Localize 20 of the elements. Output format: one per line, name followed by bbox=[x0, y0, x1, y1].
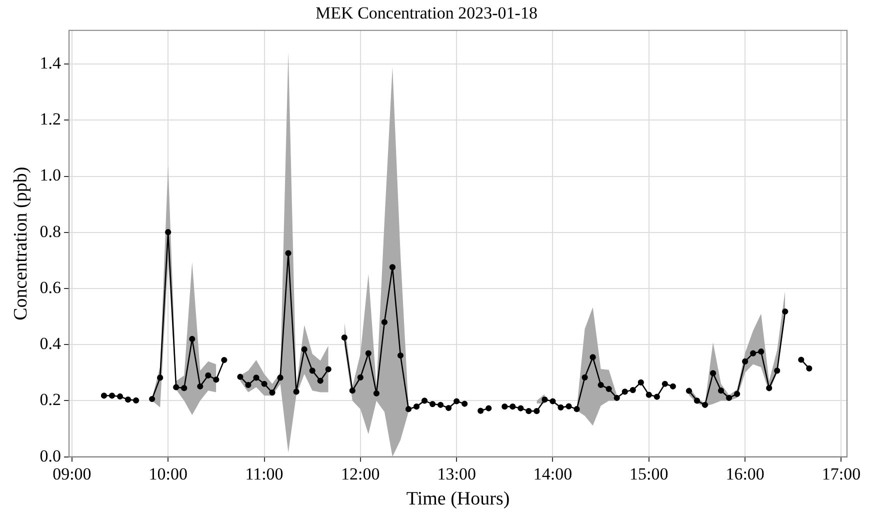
x-tick-label: 16:00 bbox=[726, 464, 764, 484]
y-tick-label: 0.4 bbox=[40, 334, 62, 354]
x-tick-label: 09:00 bbox=[52, 464, 92, 484]
x-tick-label: 14:00 bbox=[533, 464, 572, 484]
x-axis-title: Time (Hours) bbox=[406, 488, 510, 510]
x-tick-label: 15:00 bbox=[630, 464, 668, 484]
y-tick-label: 0.2 bbox=[40, 390, 62, 410]
y-tick-label: 1.0 bbox=[40, 166, 62, 185]
x-tick-label: 11:00 bbox=[245, 464, 284, 484]
y-tick-label: 0.8 bbox=[40, 222, 62, 241]
y-axis-title: Concentration (ppb) bbox=[10, 166, 32, 320]
y-tick-label: 1.4 bbox=[40, 54, 62, 73]
x-tick-label: 12:00 bbox=[341, 464, 380, 484]
x-tick-label: 10:00 bbox=[148, 464, 188, 484]
x-tick-label: 17:00 bbox=[822, 464, 861, 484]
y-tick-label: 0.0 bbox=[40, 446, 62, 466]
y-tick-label: 1.2 bbox=[40, 110, 62, 129]
chart-title: MEK Concentration 2023-01-18 bbox=[316, 4, 538, 23]
x-tick-label: 13:00 bbox=[437, 464, 476, 484]
y-tick-label: 0.6 bbox=[40, 278, 62, 297]
